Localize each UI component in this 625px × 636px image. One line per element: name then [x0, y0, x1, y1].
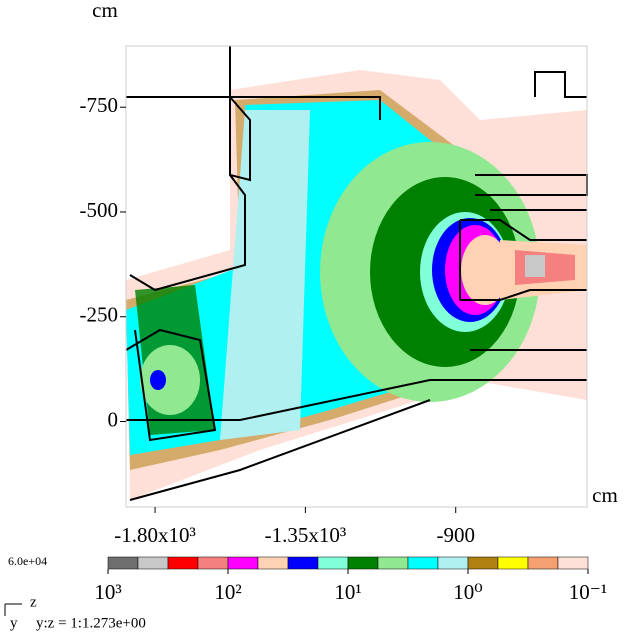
colorbar-cell	[197, 556, 229, 570]
colorbar-tick-label: 10⁻¹	[569, 580, 607, 604]
geometry-outline	[125, 46, 588, 501]
colorbar-cell	[317, 556, 349, 570]
colorbar-cell	[107, 556, 139, 570]
colorbar-cell	[467, 556, 499, 570]
y-tick-label: -750	[80, 93, 119, 117]
x-tick-label: -1.80x10³	[114, 523, 196, 547]
heatmap	[126, 46, 587, 507]
colorbar-max: 6.0e+04	[8, 554, 47, 568]
colorbar-tick-label: 10¹	[334, 580, 361, 604]
colorbar-cell	[257, 556, 289, 570]
axis-y-name: y	[10, 615, 18, 631]
colorbar-cell	[557, 556, 589, 570]
colorbar-cell	[347, 556, 379, 570]
colorbar-tick-label: 10⁰	[453, 580, 482, 604]
y-tick-label: -250	[80, 303, 119, 327]
colorbar-cell	[137, 556, 169, 570]
colorbar-tick-label: 10³	[94, 580, 121, 604]
x-tick-label: -1.35x10³	[265, 523, 347, 547]
colorbar-cell	[407, 556, 439, 570]
y-axis-label: cm	[92, 0, 118, 22]
colorbar-cell	[227, 556, 259, 570]
colorbar-cell	[437, 556, 469, 570]
y-tick-label: -500	[80, 198, 119, 222]
aspect-note: y:z = 1:1.273e+00	[36, 615, 146, 631]
plot-frame	[125, 45, 588, 508]
colorbar-cell	[377, 556, 409, 570]
colorbar-cell	[527, 556, 559, 570]
y-tick-label: 0	[108, 407, 119, 431]
colorbar-cell	[497, 556, 529, 570]
colorbar-cell	[167, 556, 199, 570]
x-tick-label: -900	[436, 523, 475, 547]
colorbar-cell	[287, 556, 319, 570]
axis-x-name: z	[30, 594, 37, 610]
x-axis-label: cm	[592, 483, 618, 507]
colorbar-tick-label: 10²	[214, 580, 241, 604]
